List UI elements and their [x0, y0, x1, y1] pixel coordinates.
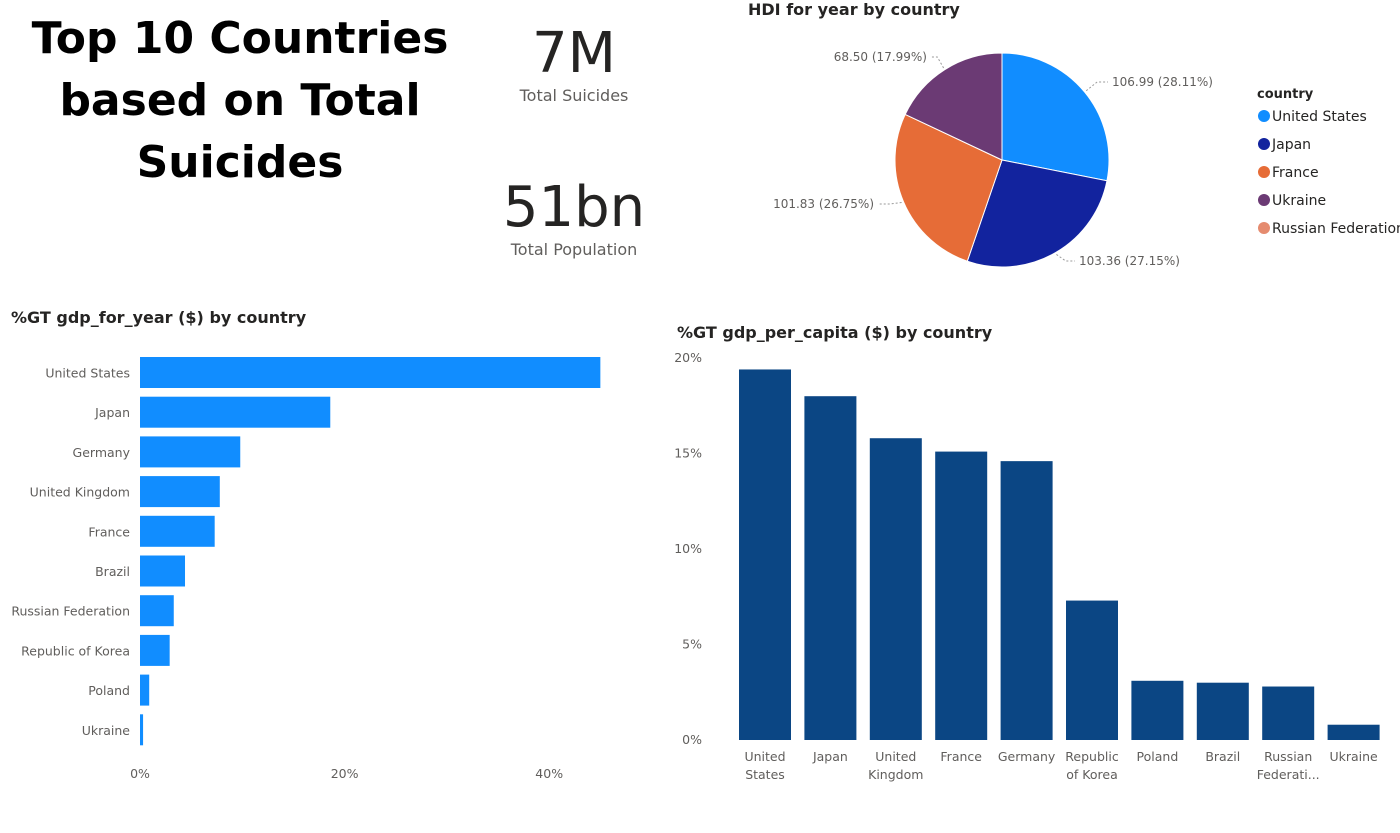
legend-marker-russian-federation — [1258, 222, 1270, 234]
legend-item-japan[interactable]: Japan — [1271, 137, 1311, 153]
bar-category-label: United Kingdom — [30, 485, 130, 500]
y-axis-tick-label: 20% — [674, 350, 702, 365]
pie-leader-line — [1056, 254, 1075, 262]
pie-slice-france[interactable] — [894, 113, 1003, 262]
column-poland[interactable] — [1131, 680, 1184, 740]
pie-slice-japan[interactable] — [966, 159, 1108, 268]
column-republic-of-korea[interactable] — [1066, 600, 1118, 740]
column-category-label: Brazil — [1205, 749, 1240, 764]
total-population-card[interactable]: 51bn Total Population — [494, 175, 654, 260]
pie-data-label: 101.83 (26.75%) — [773, 197, 874, 211]
bar-japan[interactable] — [140, 396, 331, 428]
column-ukraine[interactable] — [1327, 724, 1380, 740]
column-category-label: Russian Federati... — [1257, 749, 1320, 782]
legend-item-france[interactable]: France — [1272, 165, 1319, 181]
pie-legend-title: country — [1257, 87, 1314, 102]
pie-data-label: 106.99 (28.11%) — [1112, 75, 1213, 89]
y-axis-tick-label: 5% — [682, 637, 702, 652]
bar-poland[interactable] — [140, 674, 150, 706]
pie-leader-line — [1085, 81, 1108, 92]
bar-russian-federation[interactable] — [140, 595, 174, 627]
pie-slice-united-states[interactable] — [1001, 52, 1110, 182]
column-russian-federation[interactable] — [1262, 686, 1315, 740]
y-axis-tick-label: 10% — [674, 541, 702, 556]
y-axis-tick-label: 15% — [674, 446, 702, 461]
column-category-label: United States — [744, 749, 785, 782]
bar-france[interactable] — [140, 515, 215, 547]
bar-germany[interactable] — [140, 436, 241, 468]
gdp-year-chart-title: %GT gdp_for_year ($) by country — [11, 308, 307, 327]
pie-leader-line — [878, 201, 902, 205]
x-axis-tick-label: 0% — [130, 766, 150, 781]
pie-slice-ukraine[interactable] — [904, 52, 1003, 161]
legend-marker-ukraine — [1258, 194, 1270, 206]
report-title: Top 10 Countries based on Total Suicides — [31, 13, 449, 188]
legend-item-united-states[interactable]: United States — [1272, 109, 1367, 125]
bar-brazil[interactable] — [140, 555, 186, 587]
gdp-per-capita-column-chart[interactable]: United States Japan United Kingdom France Germ… — [660, 345, 1400, 795]
column-united-states[interactable] — [739, 369, 791, 740]
bar-republic-of-korea[interactable] — [140, 634, 170, 666]
total-population-value: 51bn — [502, 175, 646, 240]
column-category-label: Ukraine — [1329, 749, 1378, 764]
legend-item-ukraine[interactable]: Ukraine — [1272, 193, 1326, 209]
bar-category-label: Japan — [94, 405, 130, 420]
column-category-label: France — [940, 749, 982, 764]
hdi-pie-chart[interactable]: 106.99 (28.11%) 103.36 (27.15%) 101.83 (26… — [760, 40, 1400, 290]
bar-category-label: United States — [45, 366, 130, 381]
legend-marker-japan — [1258, 138, 1270, 150]
legend-marker-france — [1258, 166, 1270, 178]
column-category-label: United Kingdom — [868, 749, 923, 782]
bar-category-label: Germany — [73, 445, 131, 460]
gdp-capita-chart-title: %GT gdp_per_capita ($) by country — [677, 323, 993, 342]
pie-leader-line — [931, 56, 945, 69]
x-axis-tick-label: 20% — [331, 766, 359, 781]
pie-data-label: 103.36 (27.15%) — [1079, 254, 1180, 268]
bar-united-states[interactable] — [140, 357, 601, 388]
total-suicides-card[interactable]: 7M Total Suicides — [494, 21, 654, 106]
pie-chart-title: HDI for year by country — [748, 0, 960, 19]
legend-marker-united-states — [1258, 110, 1270, 122]
column-germany[interactable] — [1000, 461, 1053, 740]
column-brazil[interactable] — [1196, 682, 1249, 740]
gdp-for-year-bar-chart[interactable]: United States Japan Germany United Kingdom F… — [0, 345, 620, 795]
pie-data-label: 68.50 (17.99%) — [834, 50, 927, 64]
bar-category-label: Poland — [88, 683, 130, 698]
total-suicides-value: 7M — [532, 21, 616, 86]
column-category-label: Poland — [1137, 749, 1179, 764]
column-japan[interactable] — [804, 396, 857, 740]
column-category-label: Germany — [998, 749, 1056, 764]
column-united-kingdom[interactable] — [869, 438, 922, 740]
bar-category-label: Republic of Korea — [21, 643, 130, 658]
bar-united-kingdom[interactable] — [140, 476, 220, 508]
bar-ukraine[interactable] — [140, 714, 144, 746]
column-france[interactable] — [935, 451, 988, 740]
column-category-label: Japan — [812, 749, 848, 764]
bar-category-label: Brazil — [95, 564, 130, 579]
bar-category-label: France — [88, 524, 130, 539]
legend-item-russian-federation[interactable]: Russian Federation — [1272, 221, 1400, 237]
bar-category-label: Ukraine — [82, 723, 131, 738]
total-suicides-label: Total Suicides — [519, 86, 629, 105]
y-axis-tick-label: 0% — [682, 732, 702, 747]
column-category-label: Republic of Korea — [1065, 749, 1119, 782]
total-population-label: Total Population — [510, 240, 638, 259]
x-axis-tick-label: 40% — [535, 766, 563, 781]
bar-category-label: Russian Federation — [11, 604, 130, 619]
